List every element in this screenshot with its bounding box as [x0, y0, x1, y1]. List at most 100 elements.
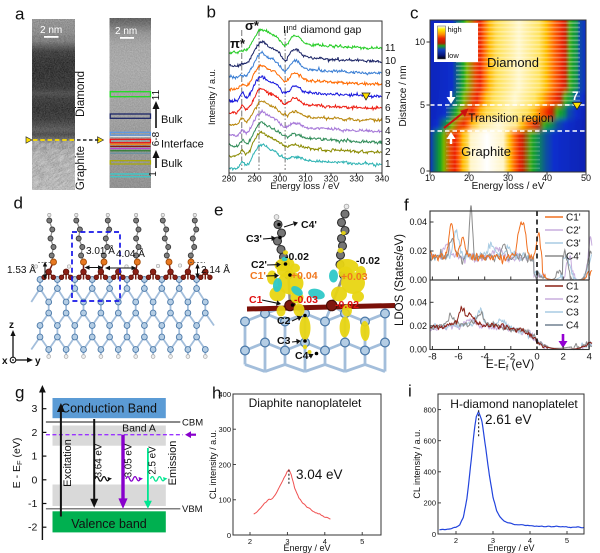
svg-text:200: 200: [218, 460, 231, 469]
svg-text:C3: C3: [566, 308, 579, 319]
svg-text:2: 2: [385, 147, 391, 158]
svg-text:high: high: [448, 25, 462, 34]
svg-text:Diamond: Diamond: [487, 55, 539, 70]
svg-text:11: 11: [385, 43, 396, 54]
svg-text:3.64 eV: 3.64 eV: [94, 443, 105, 477]
svg-text:Band A: Band A: [122, 423, 156, 435]
svg-text:g: g: [15, 383, 24, 402]
svg-text:3.05 eV: 3.05 eV: [124, 443, 135, 477]
svg-text:3: 3: [385, 137, 391, 148]
svg-text:1: 1: [385, 159, 391, 170]
svg-text:C1: C1: [249, 294, 263, 306]
svg-text:600: 600: [423, 437, 436, 446]
svg-text:E - EF (eV): E - EF (eV): [11, 438, 24, 489]
svg-text:Valence band: Valence band: [71, 517, 147, 531]
svg-text:Energy / eV: Energy / eV: [283, 543, 330, 553]
svg-text:-0.02: -0.02: [285, 251, 309, 263]
svg-text:2: 2: [248, 537, 252, 546]
svg-text:0: 0: [534, 352, 539, 363]
svg-text:5: 5: [385, 115, 391, 126]
svg-text:f: f: [404, 196, 409, 215]
svg-text:C4: C4: [295, 350, 309, 362]
svg-text:0: 0: [32, 474, 38, 486]
svg-text:8: 8: [385, 79, 391, 90]
svg-text:Energy loss / eV: Energy loss / eV: [270, 181, 340, 192]
svg-text:-1: -1: [28, 498, 37, 510]
svg-text:C4: C4: [566, 321, 579, 332]
svg-text:-0.02: -0.02: [356, 255, 380, 267]
svg-text:Diaphite nanoplatelet: Diaphite nanoplatelet: [249, 396, 362, 410]
svg-text:100: 100: [218, 496, 231, 505]
svg-text:7: 7: [572, 91, 578, 103]
svg-text:d: d: [14, 194, 23, 213]
svg-text:10: 10: [425, 173, 435, 183]
svg-text:4: 4: [385, 126, 391, 137]
svg-text:4: 4: [323, 537, 327, 546]
svg-text:2: 2: [32, 427, 38, 439]
svg-text:3.01 Å: 3.01 Å: [86, 244, 115, 257]
svg-text:C3': C3': [566, 239, 581, 250]
svg-text:σ*: σ*: [245, 18, 260, 33]
svg-text:C4': C4': [566, 252, 581, 263]
svg-text:z: z: [9, 320, 14, 331]
svg-text:3: 3: [285, 537, 289, 546]
svg-text:-8: -8: [428, 352, 436, 363]
svg-text:Bulk: Bulk: [161, 158, 183, 170]
svg-text:e: e: [214, 201, 223, 220]
svg-text:x: x: [2, 356, 8, 367]
svg-text:Interface: Interface: [161, 139, 204, 151]
svg-text:2.61 eV: 2.61 eV: [485, 412, 532, 427]
svg-text:Energy loss / eV: Energy loss / eV: [472, 181, 545, 192]
svg-text:c: c: [410, 4, 419, 23]
svg-text:Excitation: Excitation: [62, 439, 74, 487]
svg-text:4: 4: [587, 352, 592, 363]
svg-text:1.53 Å: 1.53 Å: [7, 263, 36, 276]
svg-text:3: 3: [491, 536, 495, 545]
svg-text:Diamond: Diamond: [75, 71, 87, 117]
svg-text:400: 400: [423, 468, 436, 477]
svg-text:b: b: [207, 3, 216, 22]
svg-text:-2: -2: [507, 352, 515, 363]
svg-text:340: 340: [375, 174, 389, 184]
svg-text:low: low: [448, 51, 460, 60]
svg-text:+0.04: +0.04: [291, 270, 318, 282]
svg-text:7: 7: [385, 91, 391, 102]
svg-text:C4': C4': [301, 219, 317, 231]
svg-text:0: 0: [432, 530, 436, 539]
svg-text:10: 10: [385, 56, 397, 67]
svg-text:C3': C3': [246, 233, 262, 245]
svg-text:5: 5: [420, 100, 425, 110]
svg-text:400: 400: [218, 390, 231, 399]
svg-text:280: 280: [222, 174, 236, 184]
svg-text:CL intensity / a.u.: CL intensity / a.u.: [412, 429, 422, 498]
svg-text:E-Ef (eV): E-Ef (eV): [486, 357, 534, 373]
svg-text:C2: C2: [566, 295, 579, 306]
svg-text:-0.03: -0.03: [294, 294, 318, 306]
svg-text:4.04 Å: 4.04 Å: [116, 247, 145, 260]
svg-text:C2': C2': [251, 259, 267, 271]
svg-text:0.02: 0.02: [409, 321, 427, 331]
svg-text:300: 300: [218, 425, 231, 434]
svg-text:Conduction Band: Conduction Band: [61, 402, 157, 416]
svg-text:C3: C3: [277, 335, 291, 347]
svg-text:-6: -6: [454, 352, 462, 363]
svg-text:300: 300: [273, 174, 287, 184]
svg-text:H-diamond nanoplatelet: H-diamond nanoplatelet: [450, 397, 578, 411]
svg-text:2: 2: [561, 352, 566, 363]
svg-text:2.14 Å: 2.14 Å: [201, 263, 230, 276]
svg-text:330: 330: [349, 174, 363, 184]
svg-text:290: 290: [247, 174, 261, 184]
svg-text:CBM: CBM: [182, 418, 203, 429]
svg-text:Graphite: Graphite: [75, 146, 87, 190]
svg-text:2 nm: 2 nm: [115, 26, 137, 37]
svg-text:6-8: 6-8: [151, 131, 162, 146]
svg-text:Emission: Emission: [167, 441, 179, 486]
svg-text:CL intensity / a.u.: CL intensity / a.u.: [208, 430, 218, 499]
svg-text:VBM: VBM: [182, 504, 203, 515]
svg-text:0.00: 0.00: [409, 275, 427, 285]
svg-text:0.02: 0.02: [409, 246, 427, 256]
svg-text:4: 4: [528, 536, 532, 545]
svg-text:5: 5: [360, 537, 364, 546]
svg-text:Bulk: Bulk: [161, 114, 183, 126]
